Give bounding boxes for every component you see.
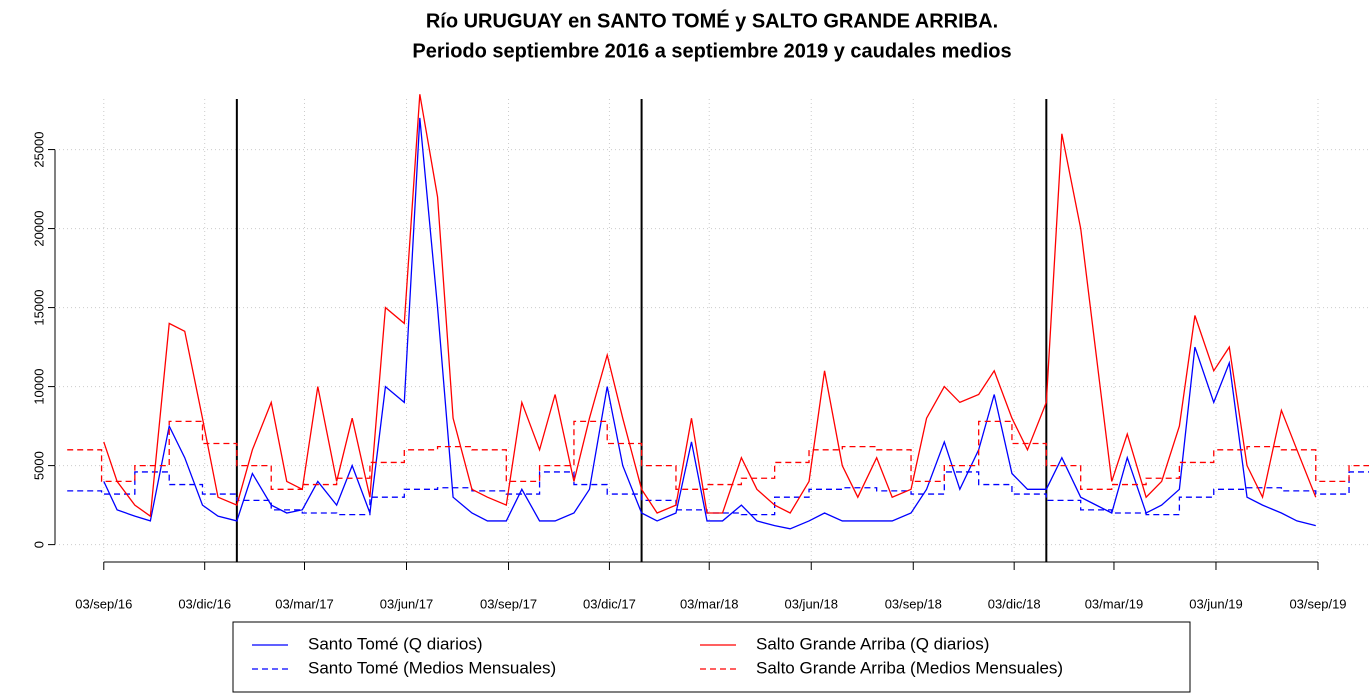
x-tick-label: 03/sep/18	[885, 596, 942, 611]
series-line	[103, 117, 1316, 530]
x-tick-label: 03/dic/17	[583, 596, 636, 611]
x-tick-label: 03/jun/19	[1189, 596, 1243, 611]
series-line	[67, 471, 1369, 516]
legend-label: Salto Grande Arriba (Q diarios)	[756, 634, 989, 653]
y-tick-label: 25000	[31, 131, 46, 167]
series-line	[67, 420, 1369, 490]
legend-label: Santo Tomé (Medios Mensuales)	[308, 658, 556, 677]
y-tick-label: 10000	[31, 369, 46, 405]
y-tick-label: 15000	[31, 290, 46, 326]
y-tick-label: 5000	[31, 451, 46, 480]
x-tick-label: 03/jun/17	[380, 596, 434, 611]
x-tick-label: 03/jun/18	[784, 596, 838, 611]
legend-label: Salto Grande Arriba (Medios Mensuales)	[756, 658, 1063, 677]
x-tick-label: 03/sep/16	[75, 596, 132, 611]
x-tick-label: 03/mar/19	[1085, 596, 1144, 611]
chart-title: Río URUGUAY en SANTO TOMÉ y SALTO GRANDE…	[426, 9, 998, 32]
x-tick-label: 03/mar/17	[275, 596, 334, 611]
series-line	[103, 94, 1317, 518]
x-tick-label: 03/dic/16	[178, 596, 231, 611]
y-tick-label: 0	[31, 541, 46, 548]
chart-subtitle: Periodo septiembre 2016 a septiembre 201…	[412, 40, 1011, 62]
x-tick-label: 03/sep/17	[480, 596, 537, 611]
legend-label: Santo Tomé (Q diarios)	[308, 634, 482, 653]
x-tick-label: 03/dic/18	[988, 596, 1041, 611]
x-tick-label: 03/sep/19	[1289, 596, 1346, 611]
y-tick-label: 20000	[31, 210, 46, 246]
legend-box	[232, 621, 1191, 693]
x-tick-label: 03/mar/18	[680, 596, 739, 611]
